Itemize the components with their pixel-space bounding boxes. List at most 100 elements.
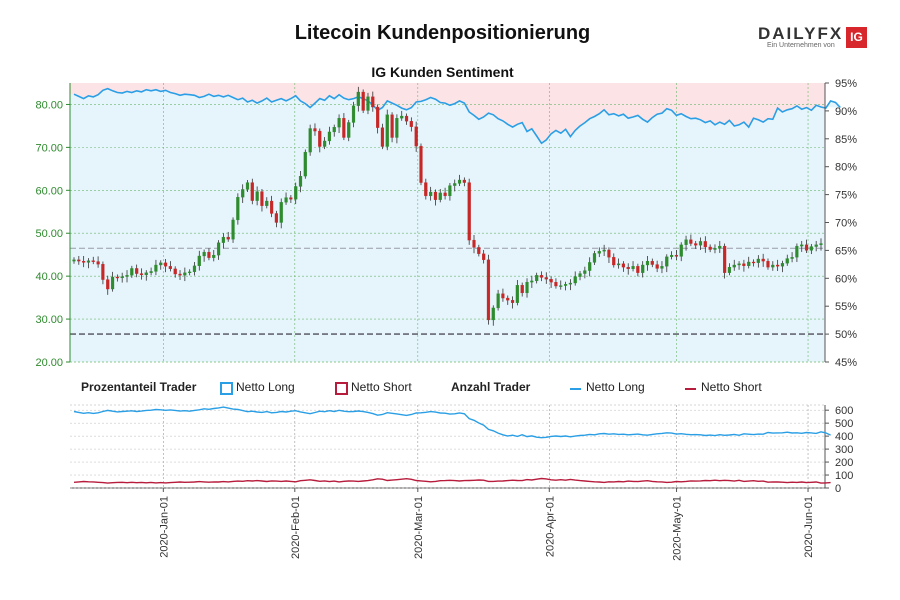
net-long-area <box>70 88 841 362</box>
candle-body <box>226 236 230 240</box>
candle-body <box>703 241 707 248</box>
candle-body <box>245 182 250 190</box>
count-tick-label: 300 <box>835 444 853 456</box>
candle-body <box>684 239 688 245</box>
candle-body <box>785 258 789 264</box>
candle-body <box>501 293 505 299</box>
candle-body <box>135 268 139 274</box>
pct-tick-label: 95% <box>835 78 857 90</box>
candle-body <box>708 246 712 250</box>
count-tick-label: 0 <box>835 483 841 495</box>
candle-body <box>641 264 645 273</box>
candle-body <box>96 261 100 265</box>
legend-pct-long-swatch <box>220 382 233 395</box>
candle-body <box>279 202 283 223</box>
candle-body <box>660 266 664 269</box>
price-tick-label: 50.00 <box>35 228 63 240</box>
candle-body <box>404 115 409 122</box>
logo-brand: DAILYFX <box>758 24 844 43</box>
candle-body <box>351 105 356 123</box>
candle-body <box>188 271 192 274</box>
candle-body <box>670 254 674 257</box>
candle-body <box>539 275 544 278</box>
candle-body <box>269 200 274 214</box>
price-tick-label: 60.00 <box>35 185 63 197</box>
candle-body <box>819 243 823 245</box>
candle-body <box>554 282 558 287</box>
candle-body <box>544 277 548 280</box>
legend-count-short-swatch <box>685 388 696 390</box>
pct-tick-label: 75% <box>835 190 857 202</box>
candle-body <box>448 185 452 197</box>
price-tick-label: 20.00 <box>35 357 63 369</box>
date-tick-label: 2020-Jan-01 <box>158 496 170 558</box>
candle-body <box>530 280 534 283</box>
candle-body <box>737 263 741 266</box>
candle-body <box>549 279 553 283</box>
candle-body <box>183 272 187 276</box>
candle-body <box>255 191 259 201</box>
date-tick-label: 2020-Apr-01 <box>544 496 556 557</box>
candle-body <box>694 243 698 246</box>
legend-count-short-label: Netto Short <box>701 380 762 394</box>
candle-body <box>800 244 804 247</box>
candle-body <box>110 276 115 290</box>
candle-body <box>303 151 307 177</box>
candle-body <box>621 263 626 268</box>
pct-tick-label: 65% <box>835 245 857 257</box>
candle-body <box>573 276 577 284</box>
candle-body <box>274 213 279 223</box>
candle-body <box>636 266 640 273</box>
candle-body <box>496 293 500 309</box>
candle-body <box>173 268 177 275</box>
candle-body <box>602 249 606 252</box>
candle-body <box>814 244 818 247</box>
candle-body <box>337 118 341 128</box>
pct-tick-label: 70% <box>835 218 857 230</box>
count-tick-label: 500 <box>835 418 853 430</box>
candle-body <box>236 197 240 221</box>
candle-body <box>520 285 524 294</box>
candle-body <box>163 262 168 267</box>
candle-body <box>241 189 245 198</box>
candle-body <box>429 191 433 197</box>
candle-body <box>72 259 76 262</box>
legend-count-long-label: Netto Long <box>586 380 645 394</box>
candle-body <box>563 284 568 286</box>
candle-body <box>655 264 659 269</box>
candle-body <box>414 126 418 147</box>
candle-body <box>780 263 785 267</box>
candle-body <box>313 128 317 132</box>
candle-body <box>318 130 322 147</box>
candle-body <box>202 251 206 257</box>
price-tick-label: 70.00 <box>35 142 63 154</box>
candle-body <box>578 273 582 277</box>
pct-tick-label: 45% <box>835 357 857 369</box>
candle-body <box>535 275 539 282</box>
candle-body <box>795 245 799 258</box>
candle-body <box>713 248 717 250</box>
candle-body <box>101 263 105 280</box>
candle-body <box>723 245 727 273</box>
candle-body <box>510 300 515 303</box>
candle-body <box>453 183 457 186</box>
candle-body <box>756 258 760 263</box>
candle-body <box>626 266 630 270</box>
candle-body <box>809 246 813 251</box>
legend-count-long-swatch <box>570 388 581 390</box>
candle-body <box>718 245 722 249</box>
candle-body <box>732 264 736 268</box>
candle-body <box>457 179 462 184</box>
legend-pct-header: Prozentanteil Trader <box>81 380 197 394</box>
candle-body <box>443 192 447 197</box>
candle-body <box>419 145 423 183</box>
candle-body <box>91 260 95 262</box>
candle-body <box>631 266 635 270</box>
candle-body <box>747 261 751 267</box>
candle-body <box>491 307 495 321</box>
candle-body <box>467 182 471 241</box>
candle-body <box>645 260 650 266</box>
legend-count-header: Anzahl Trader <box>451 380 531 394</box>
candle-body <box>525 282 529 294</box>
pct-tick-label: 60% <box>835 273 857 285</box>
